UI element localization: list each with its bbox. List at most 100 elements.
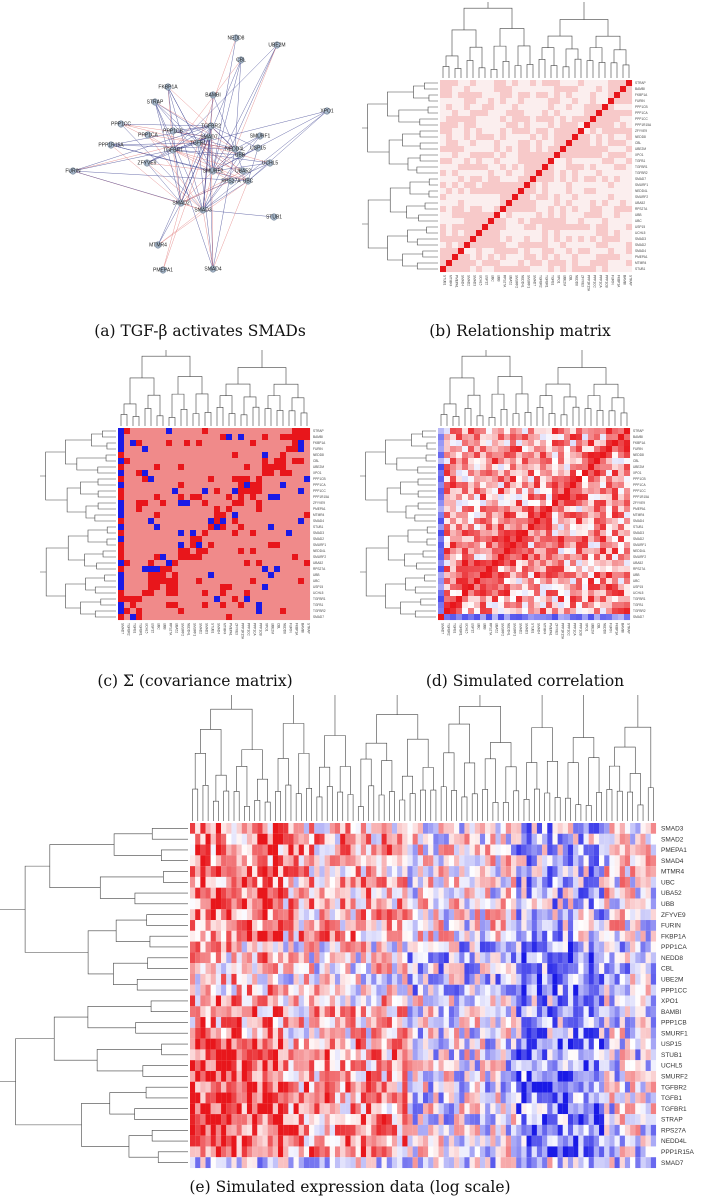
- heatmap-cell: [268, 470, 275, 477]
- heatmap-cell: [118, 440, 125, 447]
- expression-cell: [283, 876, 289, 888]
- heatmap-cell: [464, 224, 471, 231]
- expression-cell: [645, 963, 651, 974]
- heatmap-cell: [510, 536, 517, 543]
- heatmap-cell: [494, 266, 501, 273]
- expression-cell: [609, 823, 615, 834]
- heatmap-cell: [462, 572, 469, 579]
- expression-cell: [604, 930, 610, 942]
- heatmap-cell: [498, 602, 505, 609]
- network-node-circle: [207, 122, 215, 130]
- heatmap-cell: [612, 584, 619, 591]
- heatmap-cell: [280, 560, 287, 567]
- heatmap-cell: [488, 158, 495, 165]
- heatmap-cell: [256, 524, 263, 531]
- expression-cell: [640, 844, 646, 856]
- network-edge: [172, 149, 241, 156]
- heatmap-cell: [546, 434, 553, 441]
- network-node-label: STRAP: [147, 100, 164, 106]
- expression-cell: [459, 876, 465, 888]
- network-node: UBE2M: [268, 41, 286, 49]
- row-label: UCHL5: [313, 591, 324, 595]
- heatmap-cell: [534, 548, 541, 555]
- heatmap-cell: [244, 578, 251, 585]
- heatmap-cell: [602, 80, 609, 87]
- expression-cell: [547, 941, 553, 953]
- heatmap-cell: [474, 470, 481, 477]
- expression-cell: [345, 952, 351, 964]
- heatmap-cell: [566, 242, 573, 249]
- heatmap-cell: [500, 110, 507, 117]
- heatmap-cell: [488, 104, 495, 111]
- heatmap-cell: [494, 80, 501, 87]
- expression-cell: [350, 952, 356, 964]
- heatmap-cell: [626, 170, 633, 177]
- heatmap-cell: [624, 554, 631, 561]
- expression-cell: [640, 984, 646, 996]
- expression-cell: [412, 952, 418, 964]
- heatmap-cell: [608, 224, 615, 231]
- heatmap-cell: [440, 140, 447, 147]
- heatmap-cell: [516, 464, 523, 471]
- network-edge: [146, 162, 214, 172]
- expression-cell: [402, 855, 408, 867]
- heatmap-cell: [500, 212, 507, 219]
- expression-cell: [402, 995, 408, 1007]
- heatmap-cell: [208, 512, 215, 519]
- heatmap-cell: [494, 224, 501, 231]
- heatmap-cell: [494, 122, 501, 129]
- heatmap-cell: [560, 176, 567, 183]
- heatmap-cell: [600, 596, 607, 603]
- heatmap-cell: [486, 566, 493, 573]
- heatmap-cell: [468, 542, 475, 549]
- heatmap-cell: [184, 572, 191, 579]
- heatmap-cell: [286, 590, 293, 597]
- heatmap-cell: [530, 230, 537, 237]
- heatmap-cell: [600, 440, 607, 447]
- heatmap-cell: [292, 482, 299, 489]
- heatmap-cell: [178, 578, 185, 585]
- heatmap-cell: [220, 524, 227, 531]
- heatmap-cell: [456, 542, 463, 549]
- heatmap-cell: [576, 446, 583, 453]
- heatmap-cell: [510, 590, 517, 597]
- expression-cell: [645, 930, 651, 942]
- expression-cell: [391, 930, 398, 942]
- network-edge: [162, 136, 210, 271]
- heatmap-cell: [594, 428, 601, 435]
- heatmap-cell: [620, 92, 627, 99]
- heatmap-cell: [136, 494, 143, 501]
- heatmap-cell: [602, 128, 609, 135]
- expression-cell: [402, 866, 408, 877]
- expression-cell: [231, 941, 237, 953]
- network-node-circle: [169, 146, 177, 154]
- expression-cell: [391, 995, 398, 1007]
- heatmap-cell: [482, 80, 489, 87]
- expression-cell: [599, 984, 605, 996]
- heatmap-cell: [244, 602, 251, 609]
- expression-cell: [485, 963, 491, 974]
- expression-cell: [583, 833, 589, 845]
- heatmap-cell: [250, 572, 257, 579]
- expression-cell: [303, 898, 310, 910]
- expression-cell: [350, 973, 356, 985]
- heatmap-cell: [576, 530, 583, 537]
- heatmap-cell: [172, 440, 179, 447]
- expression-cell: [226, 909, 232, 921]
- column-label: SMURF1: [513, 623, 517, 636]
- heatmap-cell: [184, 488, 191, 495]
- heatmap-cell: [148, 452, 155, 459]
- heatmap-cell: [524, 176, 531, 183]
- expression-cell: [324, 898, 330, 910]
- heatmap-cell: [536, 242, 543, 249]
- heatmap-cell: [440, 134, 447, 141]
- heatmap-cell: [450, 542, 457, 549]
- expression-cell: [355, 823, 361, 834]
- expression-cell: [303, 887, 310, 899]
- expression-cell: [221, 887, 227, 899]
- heatmap-cell: [292, 446, 299, 453]
- heatmap-cell: [470, 176, 477, 183]
- heatmap-cell: [438, 590, 445, 597]
- expression-cell: [397, 952, 403, 964]
- network-edge: [172, 149, 271, 164]
